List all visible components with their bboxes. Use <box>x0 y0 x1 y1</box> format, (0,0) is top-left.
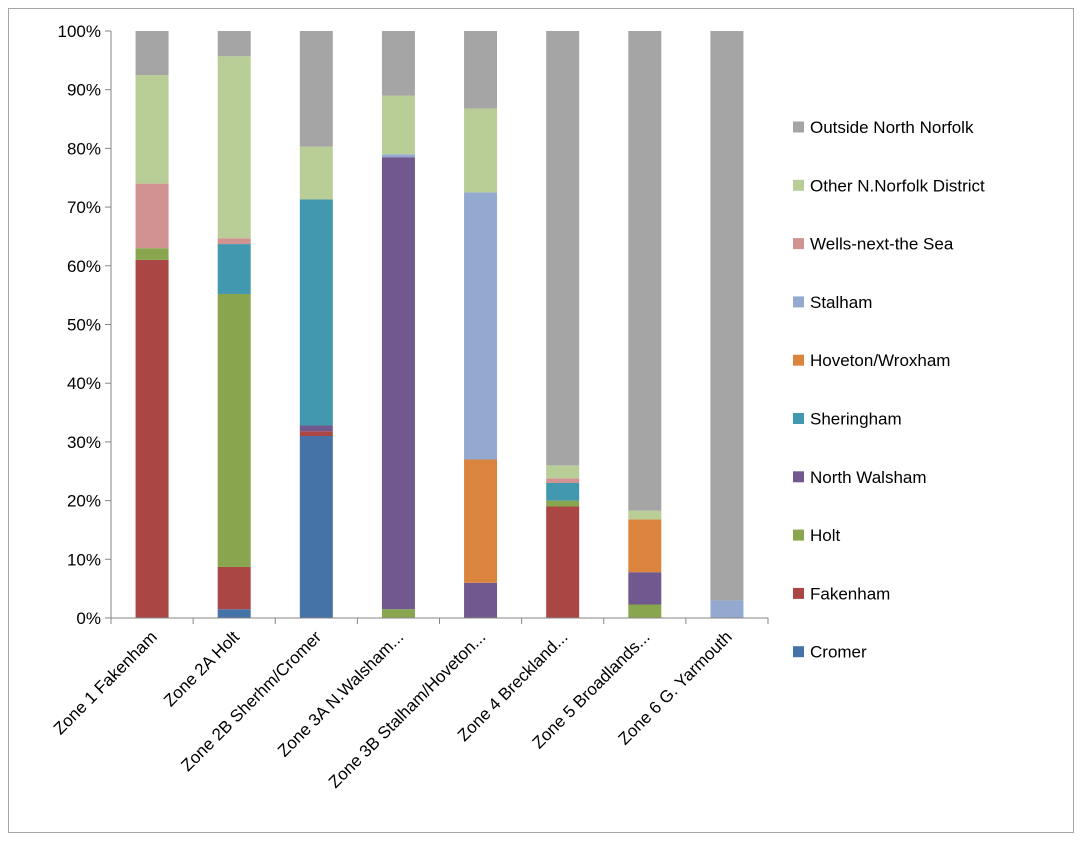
y-tick-label: 80% <box>67 139 101 158</box>
legend-swatch-sheringham <box>793 413 804 424</box>
legend-label-north-walsham: North Walsham <box>810 468 927 487</box>
legend-swatch-other-n-norfolk-district <box>793 179 804 191</box>
bar-segment-fakenham-2 <box>217 566 251 610</box>
legend-swatch-wells-next-the-sea <box>793 238 804 250</box>
legend-swatch-north-walsham <box>793 471 804 483</box>
bar-segment-cromer-2 <box>217 609 251 618</box>
bar-segment-wells-next-the-sea-6 <box>546 478 580 483</box>
y-tick-label: 50% <box>67 316 101 335</box>
legend-label-outside-north-norfolk: Outside North Norfolk <box>810 118 974 137</box>
bars-layer <box>135 31 744 618</box>
y-tick-label: 60% <box>67 257 101 276</box>
x-category-label: Zone 2B Sherhm/Cromer <box>177 627 325 775</box>
legend-swatch-outside-north-norfolk <box>793 121 804 133</box>
x-category-label: Zone 3B Stalham/Hoveton... <box>325 627 489 791</box>
bar-segment-fakenham-3 <box>299 431 333 437</box>
bar-segment-outside-north-norfolk-4 <box>381 31 415 96</box>
bar-segment-outside-north-norfolk-1 <box>135 31 169 76</box>
bar-segment-stalham-8 <box>710 600 744 618</box>
bar-segment-other-n-norfolk-district-1 <box>135 75 169 184</box>
legend-label-holt: Holt <box>810 526 841 545</box>
bar-segment-sheringham-6 <box>546 482 580 501</box>
bar-segment-other-n-norfolk-district-3 <box>299 146 333 200</box>
bar-segment-hoveton-wroxham-5 <box>464 459 498 583</box>
bar-segment-sheringham-2 <box>217 244 251 294</box>
bar-segment-holt-6 <box>546 500 580 507</box>
legend-swatch-fakenham <box>793 587 804 599</box>
legend-swatch-stalham <box>793 296 804 308</box>
y-tick-label: 90% <box>67 81 101 100</box>
bar-segment-cromer-3 <box>299 436 333 618</box>
y-tick-label: 10% <box>67 550 101 569</box>
legend-label-other-n-norfolk-district: Other N.Norfolk District <box>810 176 985 195</box>
y-tick-label: 40% <box>67 374 101 393</box>
legend-label-cromer: Cromer <box>810 643 867 662</box>
bar-segment-outside-north-norfolk-3 <box>299 31 333 147</box>
bar-segment-outside-north-norfolk-2 <box>217 31 251 57</box>
bar-segment-holt-2 <box>217 293 251 567</box>
bar-segment-north-walsham-3 <box>299 425 333 432</box>
bar-segment-other-n-norfolk-district-7 <box>628 510 662 520</box>
bar-segment-fakenham-1 <box>135 259 169 618</box>
legend-swatch-hoveton-wroxham <box>793 354 804 366</box>
legend: Outside North Norfolk Other N.Norfolk Dis… <box>793 118 985 662</box>
legend-label-wells-next-the-sea: Wells-next-the Sea <box>810 235 954 254</box>
y-tick-label: 0% <box>76 609 101 628</box>
x-category-label: Zone 2A Holt <box>160 627 243 710</box>
bar-segment-outside-north-norfolk-6 <box>546 31 580 466</box>
bar-segment-sheringham-3 <box>299 199 333 426</box>
bar-segment-outside-north-norfolk-8 <box>710 31 744 601</box>
legend-swatch-holt <box>793 529 804 541</box>
legend-label-fakenham: Fakenham <box>810 584 890 603</box>
bar-segment-north-walsham-7 <box>628 572 662 605</box>
bar-segment-north-walsham-5 <box>464 582 498 618</box>
legend-label-sheringham: Sheringham <box>810 410 902 429</box>
bar-segment-other-n-norfolk-district-5 <box>464 108 498 193</box>
chart-area <box>8 8 1074 833</box>
bar-segment-stalham-4 <box>381 154 415 158</box>
y-tick-label: 20% <box>67 492 101 511</box>
legend-swatch-cromer <box>793 646 804 658</box>
x-category-label: Zone 1 Fakenham <box>50 627 161 738</box>
bar-segment-stalham-5 <box>464 192 498 460</box>
bar-segment-holt-4 <box>381 609 415 618</box>
bar-segment-wells-next-the-sea-1 <box>135 183 169 249</box>
bar-segment-fakenham-6 <box>546 506 580 618</box>
bar-segment-other-n-norfolk-district-2 <box>217 56 251 239</box>
legend-label-stalham: Stalham <box>810 293 872 312</box>
bar-segment-outside-north-norfolk-5 <box>464 31 498 109</box>
y-tick-label: 100% <box>58 22 101 41</box>
bar-segment-other-n-norfolk-district-6 <box>546 465 580 479</box>
bar-segment-north-walsham-4 <box>381 157 415 610</box>
bar-segment-holt-7 <box>628 604 662 618</box>
legend-label-hoveton-wroxham: Hoveton/Wroxham <box>810 351 950 370</box>
y-tick-label: 30% <box>67 433 101 452</box>
bar-segment-other-n-norfolk-district-4 <box>381 95 415 155</box>
bar-segment-hoveton-wroxham-7 <box>628 519 662 573</box>
y-tick-label: 70% <box>67 198 101 217</box>
bar-segment-outside-north-norfolk-7 <box>628 31 662 511</box>
bar-segment-holt-1 <box>135 248 169 260</box>
bar-segment-wells-next-the-sea-2 <box>217 238 251 245</box>
